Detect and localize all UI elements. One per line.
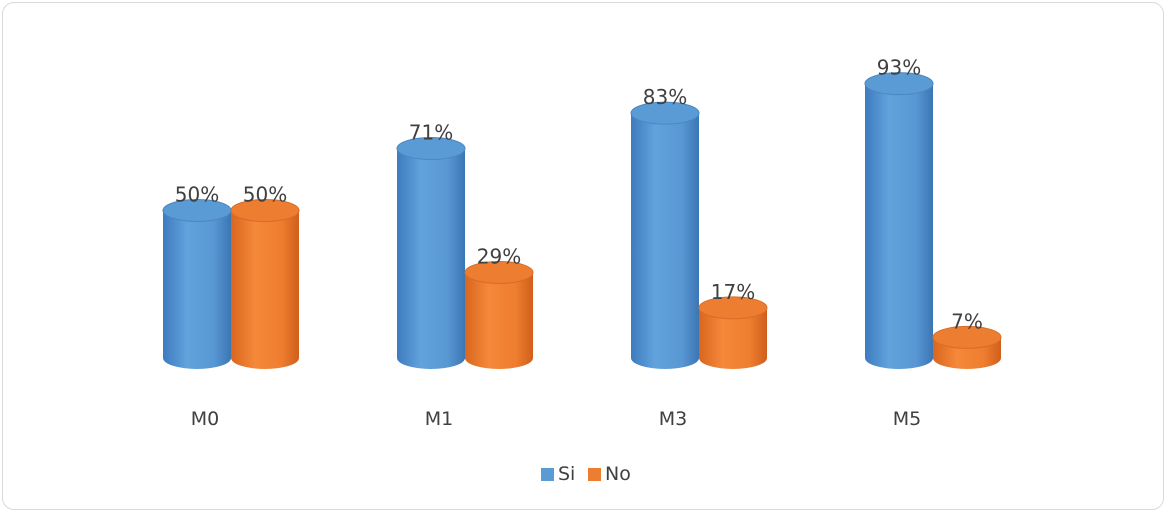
category-label-m0: M0 [191, 408, 219, 430]
bar-si-m3 [630, 101, 700, 370]
bar-no-m1 [464, 260, 534, 369]
category-label-m5: M5 [893, 408, 921, 430]
data-label-si-m0: 50% [175, 183, 219, 207]
bar-no-m5 [932, 325, 1002, 369]
legend-swatch-no [588, 468, 601, 481]
data-label-no-m3: 17% [711, 280, 755, 304]
data-label-si-m3: 83% [643, 85, 687, 109]
legend-item-si: Si [541, 463, 575, 485]
legend-swatch-si [541, 468, 554, 481]
bar-si-m5 [864, 72, 934, 370]
category-label-m1: M1 [425, 408, 453, 430]
legend-item-no: No [588, 463, 631, 485]
bar-si-m1 [396, 137, 466, 369]
data-label-no-m0: 50% [243, 183, 287, 207]
data-label-si-m1: 71% [409, 121, 453, 145]
data-label-si-m5: 93% [877, 56, 921, 80]
data-label-no-m5: 7% [951, 309, 983, 333]
bar-si-m0 [162, 199, 232, 369]
bar-no-m0 [230, 199, 300, 369]
legend-label-no: No [605, 463, 631, 485]
category-label-m3: M3 [659, 408, 687, 430]
bar-no-m3 [698, 296, 768, 369]
legend-label-si: Si [558, 463, 575, 485]
data-label-no-m1: 29% [477, 244, 521, 268]
